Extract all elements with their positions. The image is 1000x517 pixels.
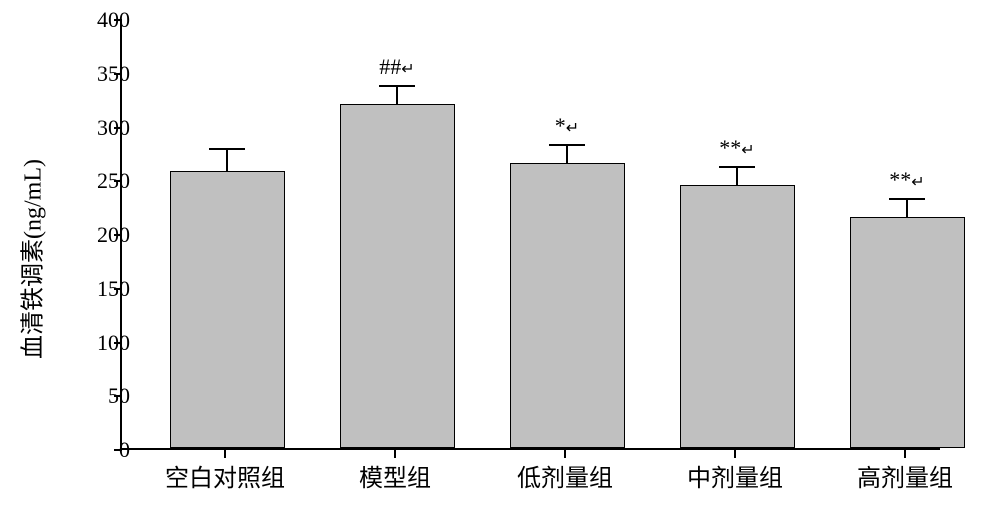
error-bar <box>566 145 568 163</box>
x-tick-label: 模型组 <box>359 458 431 493</box>
y-tick-label: 0 <box>70 437 130 463</box>
bar <box>850 217 965 448</box>
bar-group: **↵ <box>850 217 965 448</box>
significance-label: **↵ <box>719 135 754 161</box>
y-axis-label: 血清铁调素(ng/mL) <box>13 159 48 359</box>
y-tick-label: 250 <box>70 168 130 194</box>
x-tick-label: 低剂量组 <box>517 458 613 493</box>
return-glyph-icon: ↵ <box>566 120 579 137</box>
error-cap <box>209 148 245 150</box>
error-bar <box>226 149 228 171</box>
x-tick-label: 中剂量组 <box>687 458 783 493</box>
x-tick <box>734 450 736 458</box>
y-tick-label: 400 <box>70 7 130 33</box>
error-bar <box>736 167 738 184</box>
x-tick-label: 空白对照组 <box>165 458 285 493</box>
significance-label: **↵ <box>889 167 924 193</box>
y-tick-label: 350 <box>70 61 130 87</box>
bars-row: ##↵ *↵ **↵ **↵ <box>122 18 942 448</box>
error-cap <box>719 166 755 168</box>
y-tick-label: 100 <box>70 330 130 356</box>
chart-container: ##↵*↵**↵**↵ 050100150200250300350400空白对照… <box>120 20 960 480</box>
bar-group: *↵ <box>510 163 625 448</box>
x-tick <box>904 450 906 458</box>
error-bar <box>906 199 908 217</box>
y-tick-label: 50 <box>70 383 130 409</box>
error-cap <box>379 85 415 87</box>
y-tick-label: 200 <box>70 222 130 248</box>
bar-group <box>170 171 285 448</box>
bar <box>170 171 285 448</box>
error-cap <box>889 198 925 200</box>
bar-group: ##↵ <box>340 104 455 448</box>
return-glyph-icon: ↵ <box>741 142 754 159</box>
bar <box>510 163 625 448</box>
bar <box>680 185 795 448</box>
y-tick-label: 150 <box>70 276 130 302</box>
y-tick-label: 300 <box>70 115 130 141</box>
plot-area: ##↵ *↵ **↵ **↵ <box>120 20 940 450</box>
x-tick <box>564 450 566 458</box>
bar-group: **↵ <box>680 185 795 448</box>
x-tick <box>224 450 226 458</box>
return-glyph-icon: ↵ <box>911 174 924 191</box>
bar <box>340 104 455 448</box>
error-bar <box>396 86 398 104</box>
error-cap <box>549 144 585 146</box>
return-glyph-icon: ↵ <box>401 61 414 78</box>
x-tick <box>394 450 396 458</box>
significance-label: ##↵ <box>379 54 414 80</box>
x-tick-label: 高剂量组 <box>857 458 953 493</box>
significance-label: *↵ <box>555 113 579 139</box>
